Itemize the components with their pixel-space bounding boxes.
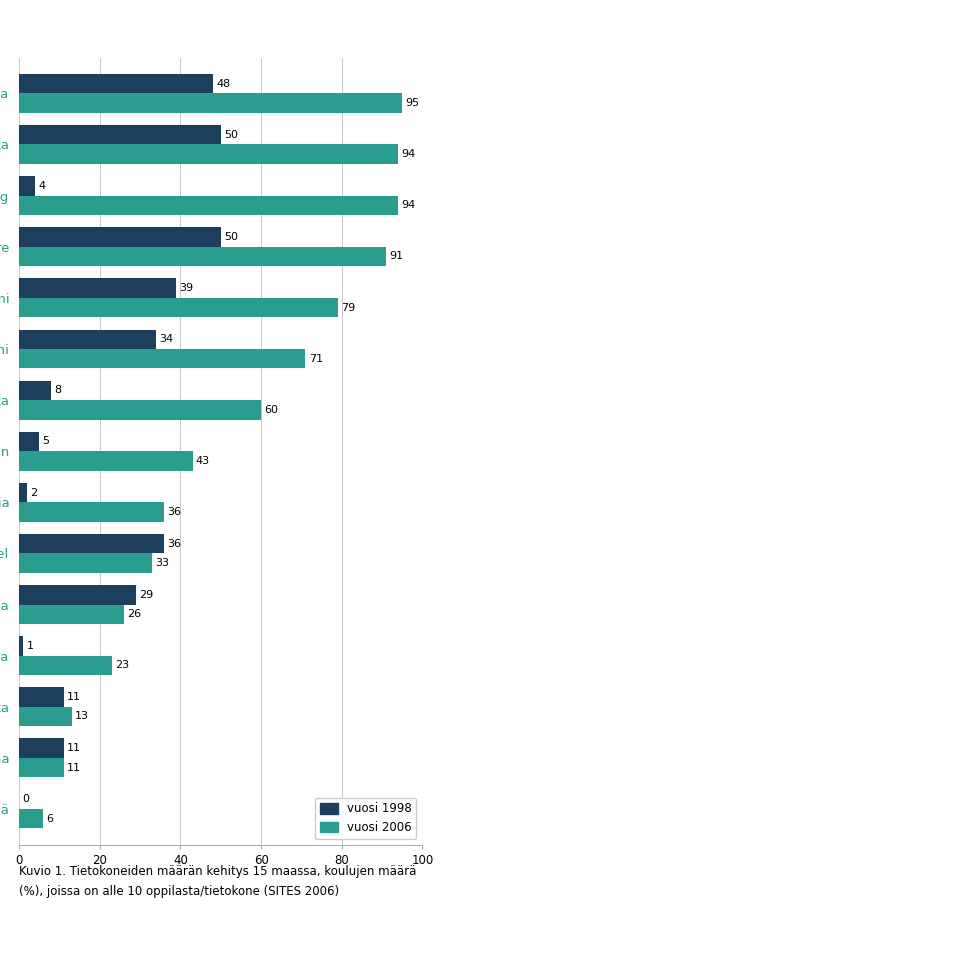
Text: 43: 43 [196,456,210,466]
Bar [19,329,156,349]
Text: 60: 60 [264,405,278,415]
Text: 48: 48 [216,79,230,88]
Text: 33: 33 [156,558,170,568]
Text: 36: 36 [168,539,181,549]
Bar [19,502,164,521]
Text: 8: 8 [55,385,61,396]
Text: 23: 23 [115,660,130,670]
Bar [19,196,398,215]
Text: 11: 11 [67,692,81,702]
Bar [19,278,177,298]
Text: 11: 11 [67,743,81,754]
Bar [19,707,72,726]
Bar [19,400,261,420]
Bar [19,605,124,624]
Text: 39: 39 [180,283,194,293]
Text: 36: 36 [168,507,181,517]
Text: 91: 91 [390,252,403,261]
Text: 94: 94 [401,149,416,159]
Bar [19,738,63,757]
Text: 71: 71 [309,353,323,364]
Bar [19,451,193,470]
Bar [19,636,23,656]
Bar [19,483,27,502]
Bar [19,228,221,247]
Bar [19,145,398,164]
Text: 94: 94 [401,201,416,210]
Text: 50: 50 [224,130,238,140]
Bar [19,553,153,573]
Text: 5: 5 [42,437,50,446]
Legend: vuosi 1998, vuosi 2006: vuosi 1998, vuosi 2006 [315,798,417,839]
Bar [19,656,112,675]
Text: 2: 2 [31,488,37,497]
Bar [19,93,402,113]
Bar [19,74,213,93]
Bar [19,381,52,400]
Text: 0: 0 [22,794,30,804]
Bar [19,247,386,266]
Bar [19,534,164,553]
Bar [19,432,39,451]
Text: 50: 50 [224,232,238,242]
Bar [19,586,136,605]
Text: 29: 29 [139,589,154,600]
Bar [19,349,305,369]
Bar [19,298,338,317]
Bar [19,757,63,778]
Text: 26: 26 [128,610,141,619]
Text: 13: 13 [75,711,89,722]
Text: 11: 11 [67,762,81,773]
Text: (%), joissa on alle 10 oppilasta/tietokone (SITES 2006): (%), joissa on alle 10 oppilasta/tietoko… [19,884,339,898]
Text: 6: 6 [47,814,54,824]
Text: 95: 95 [405,98,420,108]
Bar [19,809,43,828]
Text: 79: 79 [341,302,355,313]
Text: 1: 1 [27,641,34,651]
Text: Kuvio 1. Tietokoneiden määrän kehitys 15 maassa, koulujen määrä: Kuvio 1. Tietokoneiden määrän kehitys 15… [19,865,417,878]
Bar [19,125,221,145]
Bar [19,177,36,196]
Text: 4: 4 [38,180,46,191]
Bar [19,687,63,707]
Text: 34: 34 [159,334,174,345]
